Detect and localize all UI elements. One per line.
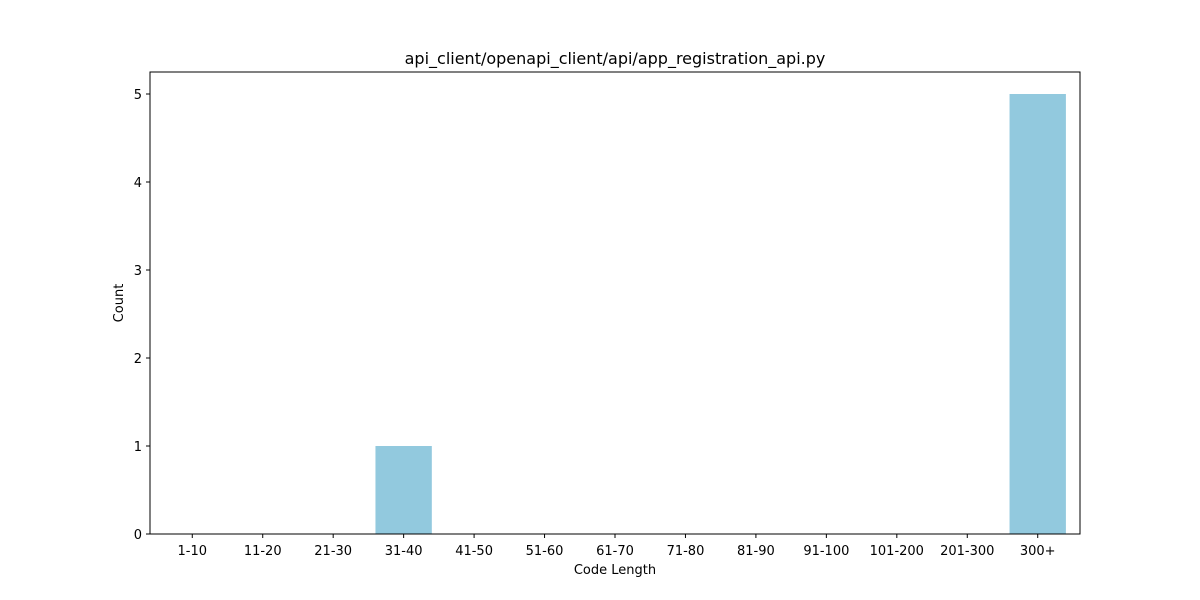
y-axis: 0 1 2 3 4 5 xyxy=(134,88,150,543)
x-tick-label-81-90: 81-90 xyxy=(737,544,775,559)
x-axis: 1-10 11-20 21-30 31-40 41-50 51-60 61-70 71-80 8… xyxy=(178,534,1056,559)
y-tick-label-0: 0 xyxy=(134,528,142,543)
x-tick-label-101-200: 101-200 xyxy=(870,544,924,559)
x-tick-label-201-300: 201-300 xyxy=(940,544,994,559)
y-tick-label-3: 3 xyxy=(134,264,142,279)
x-tick-label-41-50: 41-50 xyxy=(455,544,493,559)
x-tick-label-11-20: 11-20 xyxy=(244,544,282,559)
x-axis-label: Code Length xyxy=(574,563,656,578)
y-tick-label-1: 1 xyxy=(134,440,142,455)
plot-frame xyxy=(149,71,1081,535)
x-tick-label-300+: 300+ xyxy=(1020,544,1056,559)
x-tick-label-1-10: 1-10 xyxy=(178,544,208,559)
x-tick-label-71-80: 71-80 xyxy=(667,544,705,559)
y-tick-label-5: 5 xyxy=(134,88,142,103)
x-tick-label-51-60: 51-60 xyxy=(526,544,564,559)
y-axis-label: Count xyxy=(112,284,127,323)
bars-layer xyxy=(375,94,1066,534)
x-tick-label-31-40: 31-40 xyxy=(385,544,423,559)
x-tick-label-61-70: 61-70 xyxy=(596,544,634,559)
chart-title: api_client/openapi_client/api/app_regist… xyxy=(405,49,826,69)
y-tick-label-4: 4 xyxy=(134,176,142,191)
bar-31-40 xyxy=(375,446,432,534)
bar-300+ xyxy=(1009,94,1066,534)
x-tick-label-21-30: 21-30 xyxy=(314,544,352,559)
y-tick-label-2: 2 xyxy=(134,352,142,367)
x-tick-label-91-100: 91-100 xyxy=(803,544,849,559)
